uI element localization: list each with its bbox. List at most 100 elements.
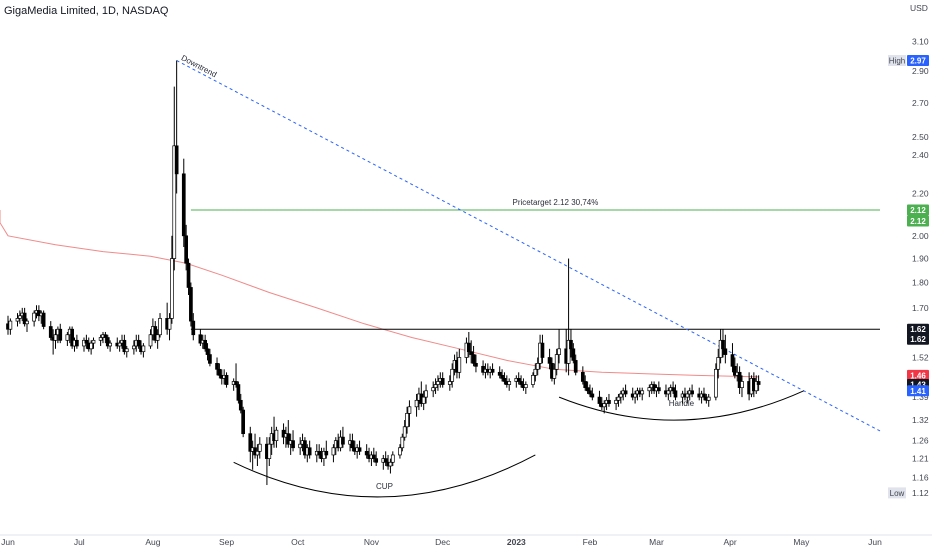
candle-body [714, 368, 718, 398]
candle-body [614, 399, 618, 404]
x-tick-label: May [793, 537, 810, 547]
candle-body [236, 384, 241, 401]
candle-body [217, 368, 222, 376]
y-tick-label: 1.16 [912, 472, 929, 482]
candle-body [215, 363, 219, 370]
candle-body [248, 433, 253, 452]
candle-body [640, 390, 645, 395]
candle-body [402, 426, 407, 438]
candle-body [41, 312, 46, 327]
y-tick-label: 1.90 [912, 254, 929, 264]
candle-body [421, 396, 426, 404]
candle-body [547, 357, 552, 364]
target-line-label: Pricetarget 2.12 30,74% [513, 198, 599, 207]
x-tick-label: 2023 [507, 537, 526, 547]
candles[interactable] [6, 60, 761, 486]
candle-body [573, 360, 578, 373]
candle-body [580, 371, 585, 382]
candle-body [754, 381, 759, 392]
x-tick-label: Sep [219, 537, 234, 547]
candle-body [552, 368, 557, 379]
candle-body [174, 145, 179, 175]
candle-body [148, 334, 153, 347]
candle-body [91, 339, 96, 344]
candle-body [569, 339, 573, 350]
y-tick-label: 2.90 [912, 66, 929, 76]
candle-body [291, 440, 295, 449]
price-axis[interactable]: USD 3.10 2.972.90 2.70 2.50 2.40 2.20 2.12 2.00… [888, 3, 929, 499]
candle-body [181, 173, 186, 237]
candle-body [436, 381, 440, 385]
candle-body [117, 342, 122, 347]
candle-body [706, 396, 711, 401]
candle-body [616, 396, 621, 401]
y-tick-label: 1.39 [912, 392, 929, 402]
y-tick-label: 2.50 [912, 132, 929, 142]
candle-body [255, 450, 260, 456]
candle-body [208, 354, 212, 364]
price-badge-text: 2.97 [910, 56, 926, 65]
y-tick-label: 1.80 [912, 278, 929, 288]
candle-body [32, 312, 36, 322]
candle-body [48, 326, 53, 338]
candle-body [53, 334, 58, 341]
candle-body [474, 363, 478, 367]
candle-body [390, 454, 395, 463]
candle-body [158, 318, 162, 336]
x-tick-label: Mar [649, 537, 664, 547]
price-badge-text: 1.43 [910, 381, 926, 390]
candle-body [105, 337, 110, 347]
cup-arc [233, 454, 536, 498]
candle-body [18, 315, 22, 319]
candle-body [466, 342, 471, 353]
candle-body [414, 399, 419, 408]
x-tick-label: Apr [723, 537, 736, 547]
candle-body [307, 447, 312, 456]
x-tick-label: Aug [145, 537, 160, 547]
candle-body [633, 393, 637, 398]
candle-body [350, 440, 355, 449]
candle-body [136, 339, 141, 347]
candle-body [383, 458, 388, 463]
candle-body [234, 381, 238, 385]
candle-body [103, 334, 108, 338]
price-badge-text: 1.62 [910, 325, 926, 334]
downtrend-line [176, 60, 881, 432]
low-tag [888, 487, 906, 499]
candle-body [531, 374, 535, 385]
candle-body [566, 339, 571, 364]
candle-body [673, 390, 678, 398]
price-badge-text: 1.41 [910, 387, 926, 396]
candle-body [8, 320, 13, 330]
price-badge-text: 2.12 [910, 217, 926, 226]
y-tick-label: 2.20 [912, 189, 929, 199]
candle-body [203, 339, 208, 350]
candle-body [364, 450, 369, 456]
y-tick-label: 1.32 [912, 415, 929, 425]
y-tick-label: 1.70 [912, 303, 929, 313]
candle-body [184, 235, 189, 264]
candle-body [469, 351, 474, 355]
candle-body [398, 447, 402, 456]
candle-body [733, 365, 737, 376]
candle-body [588, 390, 592, 395]
candle-body [205, 348, 210, 355]
candle-body [241, 409, 246, 435]
candle-body [447, 381, 452, 385]
x-tick-label: Jul [74, 537, 85, 547]
candle-body [191, 320, 196, 336]
candle-body [15, 318, 20, 322]
price-badge [907, 333, 929, 345]
candle-body [440, 378, 445, 385]
y-tick-label: 2.40 [912, 150, 929, 160]
x-tick-label: Nov [364, 537, 380, 547]
time-axis[interactable]: Jun Jul Aug Sep Oct Nov Dec 2023 Feb Mar Apr May Jun [0, 534, 932, 547]
price-badge-text: 1.46 [910, 371, 926, 380]
candle-body [132, 345, 136, 350]
candle-body [500, 374, 504, 379]
candle-body [286, 433, 291, 445]
chart-title: GigaMedia Limited, 1D, NASDAQ [4, 5, 169, 17]
candle-body [317, 450, 322, 456]
candle-body [65, 334, 70, 341]
